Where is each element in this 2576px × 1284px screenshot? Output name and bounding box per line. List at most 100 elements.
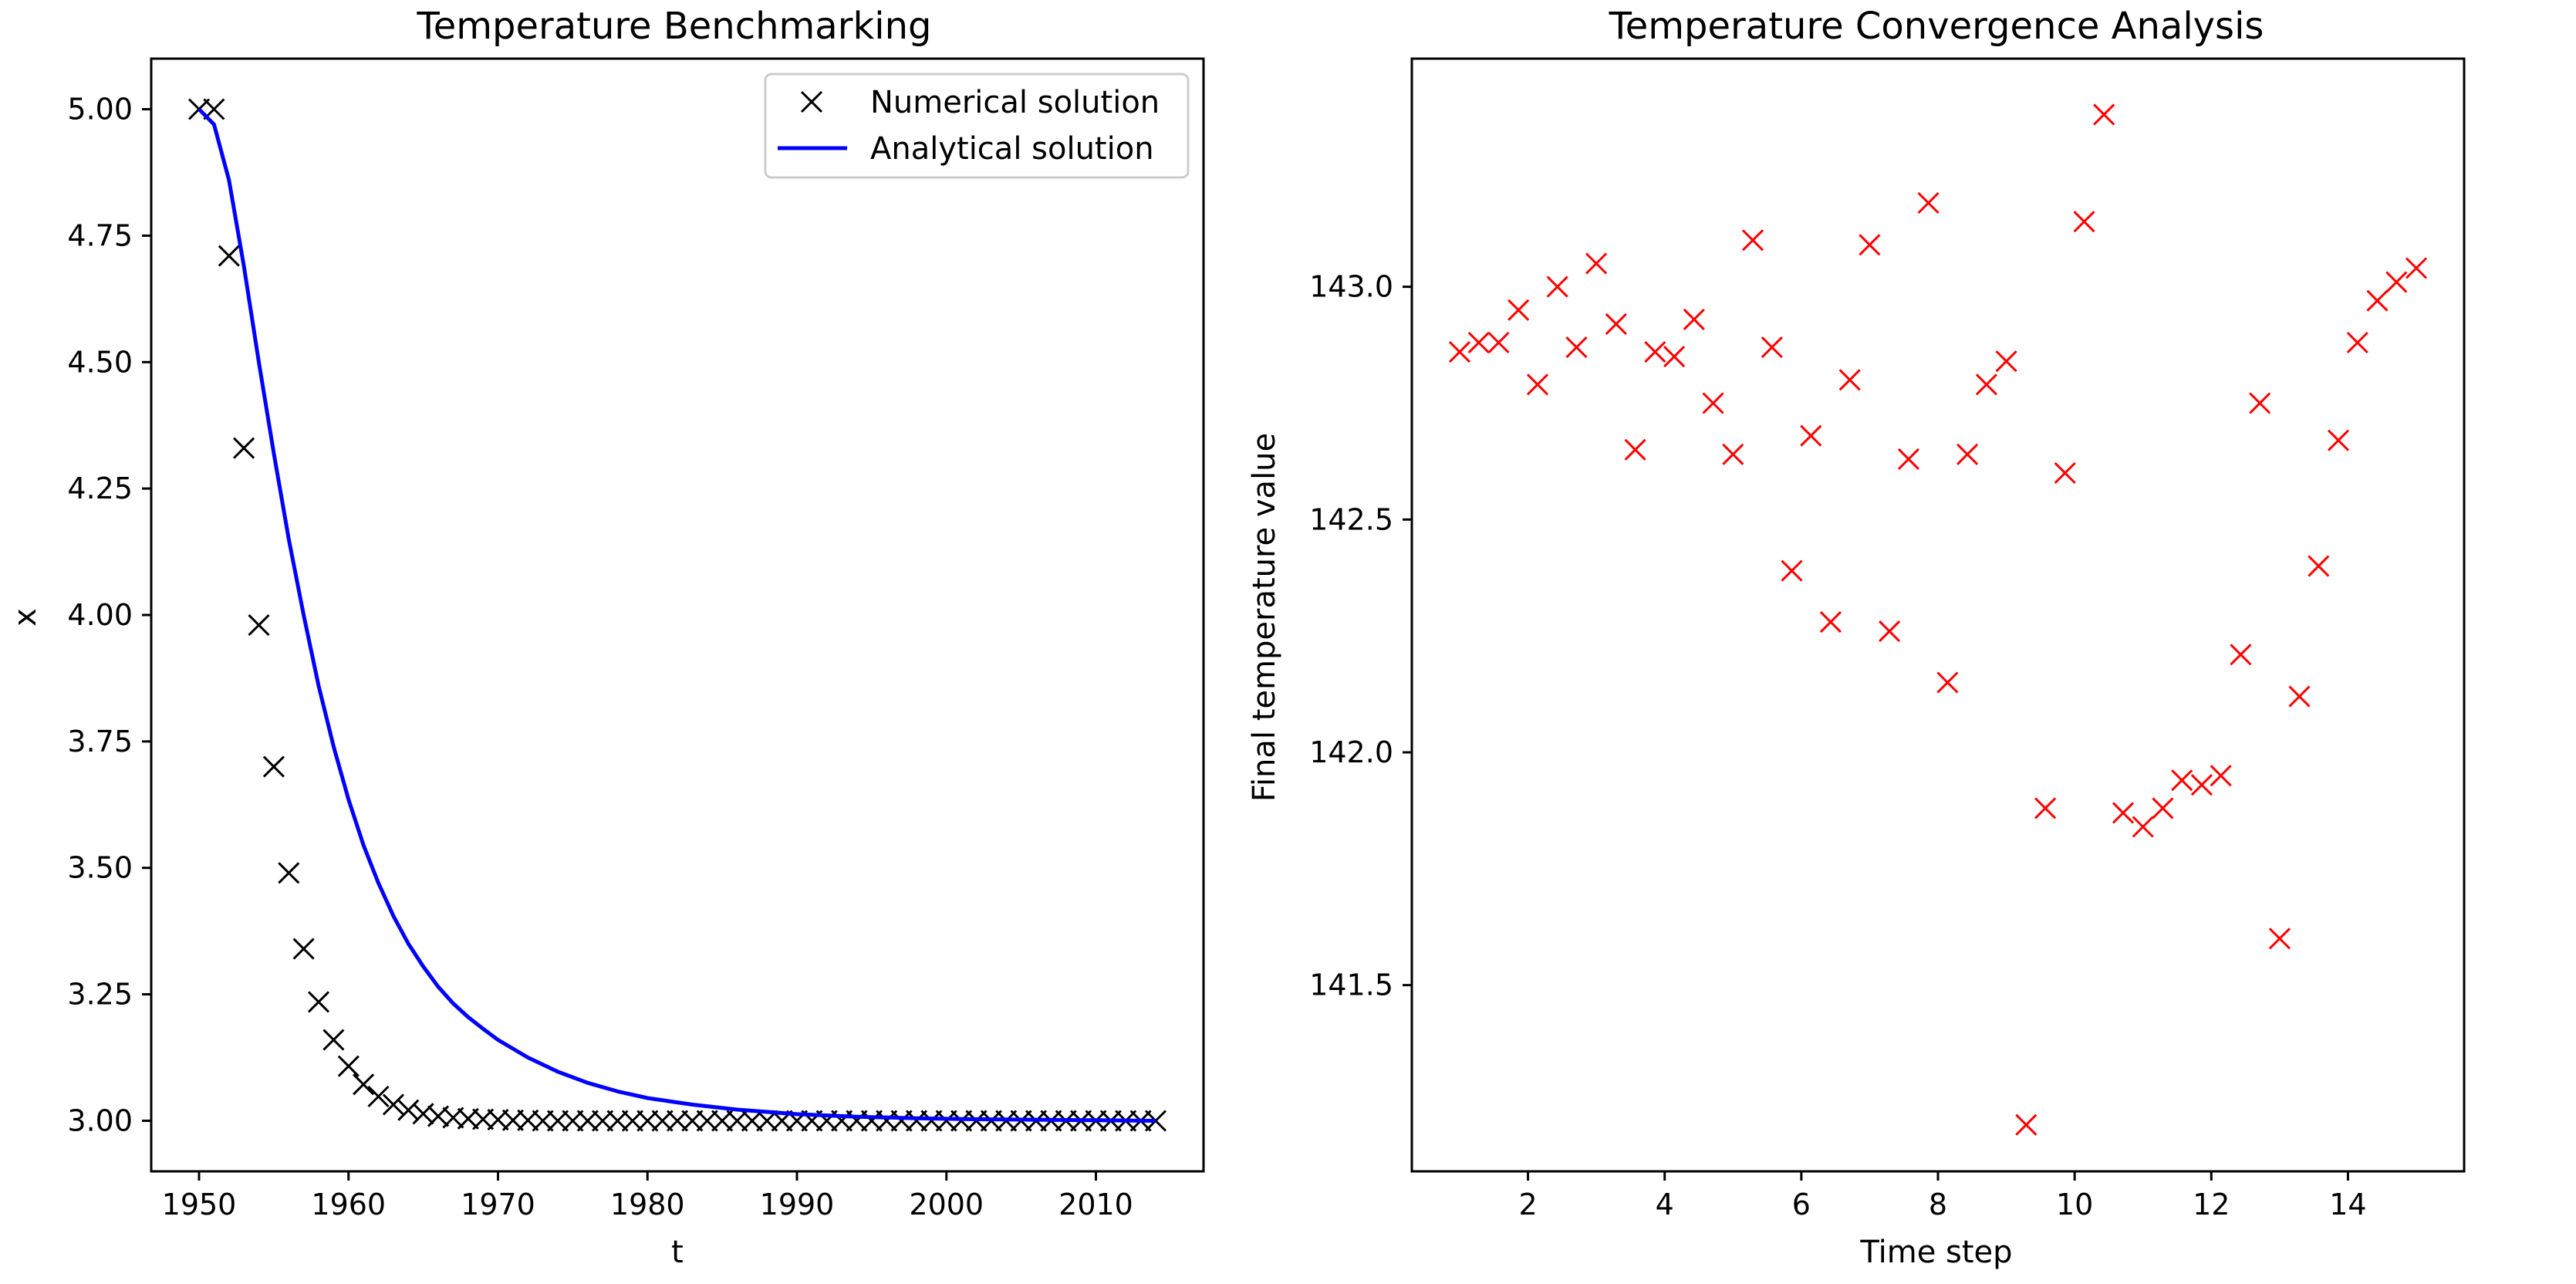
analytical-solution-line xyxy=(198,107,1156,1123)
temperature-point xyxy=(1838,369,1861,391)
temperature-point xyxy=(1781,559,1803,582)
y-tick-label: 143.0 xyxy=(1309,270,1393,304)
numerical-solution-point xyxy=(353,1073,375,1096)
legend-label-analytical: Analytical solution xyxy=(870,131,1154,167)
temperature-point xyxy=(1761,336,1783,359)
y-tick-label: 5.00 xyxy=(67,93,133,127)
temperature-point xyxy=(1507,299,1530,321)
x-axis-label: t xyxy=(671,1235,684,1270)
chart-title: Temperature Benchmarking xyxy=(417,5,932,48)
chart-title: Temperature Convergence Analysis xyxy=(1609,5,2264,48)
numerical-solution-point xyxy=(382,1093,404,1116)
temperature-point xyxy=(1897,448,1919,470)
numerical-solution-point xyxy=(218,245,240,267)
benchmark-chart: Temperature Benchmarking 1950 1960 1970 198… xyxy=(8,5,1205,1270)
x-tick-label: 14 xyxy=(2329,1188,2366,1221)
temperature-point xyxy=(2385,271,2408,293)
x-tick-label: 1990 xyxy=(760,1188,835,1221)
y-tick-label: 142.5 xyxy=(1309,502,1393,536)
plot-area xyxy=(1448,103,2428,1136)
axes-frame xyxy=(150,57,1205,1173)
y-tick-label: 142.0 xyxy=(1309,735,1393,769)
temperature-point xyxy=(2132,816,2154,838)
temperature-point xyxy=(1800,424,1822,447)
x-tick-label: 12 xyxy=(2193,1188,2230,1221)
x-axis-ticks: 2 4 6 8 10 12 14 xyxy=(1518,1171,2367,1221)
x-tick-label: 2010 xyxy=(1058,1188,1133,1221)
x-tick-label: 1950 xyxy=(162,1188,237,1221)
temperature-point xyxy=(1605,313,1627,335)
temperature-point xyxy=(2288,685,2311,708)
y-tick-label: 4.00 xyxy=(67,598,133,632)
temperature-point xyxy=(1975,373,1997,396)
temperature-point xyxy=(1917,191,1940,215)
temperature-point xyxy=(1936,671,1959,694)
temperature-point xyxy=(1663,346,1686,368)
temperature-point xyxy=(1702,392,1724,414)
temperature-point xyxy=(2249,392,2271,414)
x-axis-ticks: 1950 1960 1970 1980 1990 2000 2010 xyxy=(162,1171,1133,1221)
temperature-point xyxy=(1467,331,1490,354)
temperature-point xyxy=(1526,373,1549,396)
numerical-solution-point xyxy=(397,1099,420,1121)
temperature-point xyxy=(2112,802,2135,824)
temperature-point xyxy=(2034,797,2057,819)
y-tick-label: 3.75 xyxy=(67,725,133,759)
legend-label-numerical: Numerical solution xyxy=(870,85,1160,120)
temperature-point xyxy=(2405,257,2428,279)
temperature-point xyxy=(1819,611,1842,634)
numerical-solution-point xyxy=(262,755,285,778)
y-axis-label: x xyxy=(8,608,43,627)
y-axis-ticks: 3.00 3.25 3.50 3.75 4.00 4.25 4.50 4.75 5.00 xyxy=(67,93,151,1137)
y-tick-label: 4.75 xyxy=(67,218,133,252)
temperature-point xyxy=(1585,252,1608,275)
plot-area xyxy=(187,98,1167,1132)
temperature-point xyxy=(2346,331,2368,354)
x-tick-label: 1980 xyxy=(610,1188,685,1221)
temperature-point xyxy=(1448,341,1471,363)
y-tick-label: 3.50 xyxy=(67,851,133,885)
y-tick-label: 3.00 xyxy=(67,1103,133,1137)
legend-box xyxy=(764,73,1190,179)
numerical-solution-point xyxy=(337,1055,360,1077)
y-axis-label: Final temperature value xyxy=(1247,433,1282,802)
numerical-solution-point xyxy=(322,1029,345,1051)
legend-marker-numerical xyxy=(800,90,823,113)
temperature-point xyxy=(1956,443,1979,465)
temperature-point xyxy=(1683,308,1705,330)
x-tick-label: 8 xyxy=(1929,1188,1947,1221)
axes-frame xyxy=(1410,57,2466,1173)
legend: Numerical solution Analytical solution xyxy=(764,73,1190,179)
temperature-point xyxy=(1741,229,1764,252)
x-tick-label: 2 xyxy=(1518,1188,1537,1221)
x-tick-label: 10 xyxy=(2056,1188,2093,1221)
y-tick-label: 141.5 xyxy=(1309,968,1393,1002)
convergence-chart: Temperature Convergence Analysis 2 4 6 8 10 1… xyxy=(1247,5,2466,1270)
temperature-point xyxy=(2054,461,2076,485)
temperature-point xyxy=(2073,211,2095,233)
x-tick-label: 1960 xyxy=(311,1188,386,1221)
y-tick-label: 4.50 xyxy=(67,345,133,379)
x-tick-label: 1970 xyxy=(461,1188,535,1221)
temperature-point xyxy=(1859,234,1881,256)
temperature-point xyxy=(1624,438,1646,461)
numerical-solution-point xyxy=(367,1085,390,1108)
temperature-point xyxy=(2230,644,2252,666)
numerical-solution-point xyxy=(278,862,300,884)
temperature-point xyxy=(1487,331,1510,354)
y-axis-ticks: 141.5 142.0 142.5 143.0 xyxy=(1309,270,1412,1002)
temperature-point xyxy=(1644,341,1666,363)
numerical-solution-point xyxy=(292,938,315,960)
temperature-point xyxy=(2327,429,2350,451)
temperature-point xyxy=(1995,350,2017,373)
temperature-point xyxy=(1722,443,1744,465)
y-tick-label: 3.25 xyxy=(67,978,133,1012)
temperature-point xyxy=(2308,555,2330,577)
numerical-solution-point xyxy=(307,991,330,1013)
temperature-point xyxy=(2190,774,2213,796)
x-tick-label: 2000 xyxy=(909,1188,984,1221)
x-axis-label: Time step xyxy=(1859,1235,2012,1270)
temperature-point xyxy=(2268,928,2291,950)
temperature-point xyxy=(2093,103,2115,126)
